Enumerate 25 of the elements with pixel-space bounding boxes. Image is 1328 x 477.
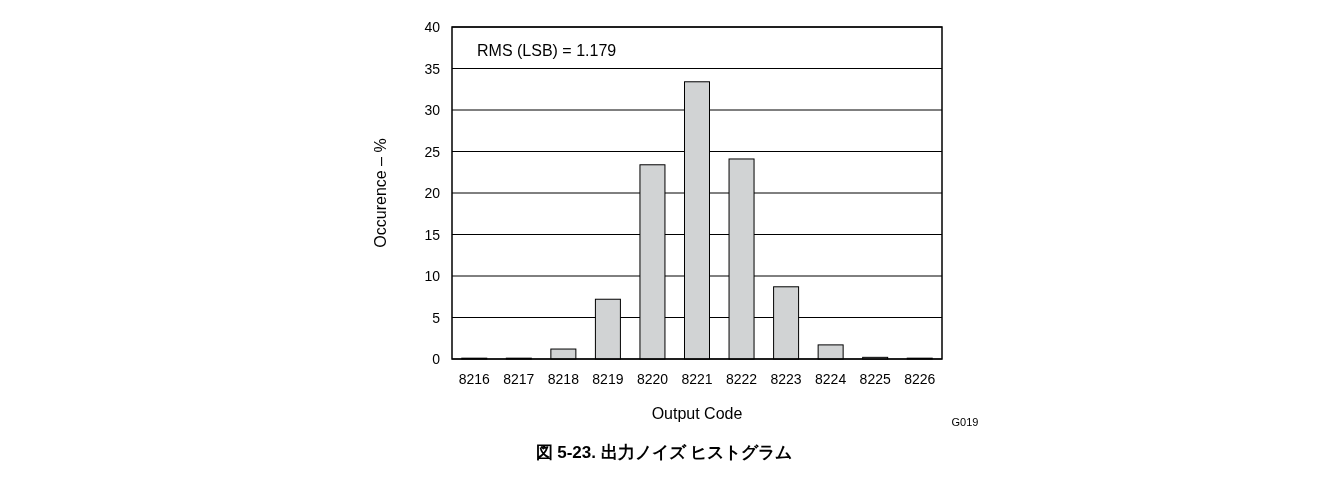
annotation: RMS (LSB) = 1.179	[477, 42, 617, 59]
y-tick-label: 15	[424, 226, 441, 243]
y-tick-label: 40	[424, 19, 441, 35]
x-tick-label: 8225	[859, 371, 891, 387]
x-tick-label: 8219	[592, 371, 624, 387]
x-tick-label: 8222	[725, 371, 758, 387]
x-axis-title: Output Code	[651, 405, 743, 422]
x-tick-label: 8220	[636, 371, 669, 387]
y-tick-label: 20	[424, 185, 441, 201]
y-tick-label: 10	[424, 268, 441, 284]
x-tick-label: 8217	[503, 371, 535, 387]
x-tick-label: 8223	[770, 371, 802, 387]
text: G019	[951, 416, 979, 428]
x-tick-label: 8216	[458, 371, 491, 387]
y-tick-label: 0	[432, 351, 441, 367]
y-tick-label: 25	[424, 143, 441, 160]
y-tick-label: 5	[432, 309, 441, 326]
y-tick-label: 35	[424, 60, 441, 77]
x-tick-label: 8218	[547, 371, 580, 387]
y-axis-title: Occurence – %	[372, 138, 389, 248]
y-tick-label: 30	[424, 102, 441, 118]
x-tick-label: 8224	[815, 371, 847, 387]
x-tick-label: 8221	[681, 371, 713, 387]
text: 図 5-23. 出力ノイズ ヒストグラム	[535, 443, 793, 462]
x-tick-label: 8226	[904, 371, 936, 387]
